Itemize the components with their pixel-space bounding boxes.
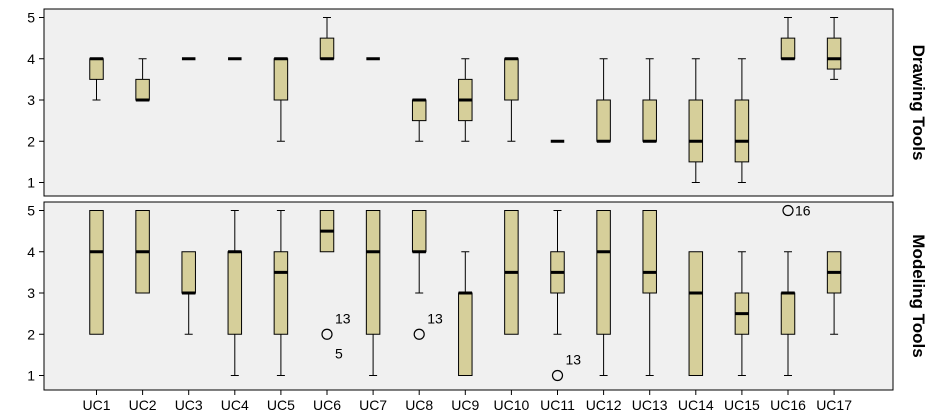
box-UC15 [734,99,750,163]
outlier-label: 16 [795,203,811,219]
x-tick-label: UC10 [494,397,530,413]
y-tick-label: 2 [27,326,35,342]
box-UC9 [458,292,473,376]
x-tick-label: UC12 [586,397,622,413]
box-UC1 [89,58,104,80]
box-UC12 [596,99,611,142]
x-tick-label: UC1 [82,397,110,413]
y-tick-label: 1 [27,175,35,191]
box-UC1 [89,210,104,335]
outlier-marker [782,204,794,217]
x-tick-label: UC11 [540,397,575,413]
y-tick-label: 3 [27,92,35,108]
y-tick-label: 1 [27,368,35,384]
x-tick-label: UC13 [632,397,668,413]
box-UC10 [504,58,519,101]
outlier-label: 13 [427,310,443,326]
box-UC16 [780,292,796,335]
x-tick-label: UC15 [724,397,760,413]
outlier-marker [321,328,333,340]
x-tick-label: UC14 [678,397,714,413]
y-tick-label: 4 [27,244,35,260]
box-UC3 [181,251,196,294]
x-tick-label: UC17 [816,397,852,413]
panel-label: Drawing Tools [909,45,928,161]
outlier-label: 13 [335,310,351,326]
box-UC2 [135,78,150,101]
box-UC13 [642,99,657,142]
x-tick-label: UC5 [267,397,295,413]
x-tick-label: UC9 [451,397,479,413]
x-tick-label: UC2 [129,397,157,413]
outlier-marker [413,328,425,340]
panel-label: Modeling Tools [909,234,928,357]
x-tick-label: UC3 [175,397,203,413]
x-tick-label: UC16 [770,397,806,413]
outlier-label: 13 [566,352,582,368]
y-tick-label: 4 [27,51,35,67]
box-UC7 [365,210,381,335]
box-UC5 [273,251,289,335]
x-tick-label: UC6 [313,397,341,413]
x-tick-label: UC8 [405,397,433,413]
y-tick-label: 3 [27,285,35,301]
y-tick-label: 5 [27,203,35,219]
y-tick-label: 2 [27,133,35,149]
box-UC4 [227,251,243,335]
box-UC5 [273,58,289,101]
box-UC8 [411,99,427,122]
box-UC12 [596,210,611,335]
box-UC8 [411,210,427,253]
box-UC16 [780,37,796,60]
outlier-label: 5 [335,345,343,361]
outlier-marker [551,369,564,382]
box-UC17 [826,37,842,70]
y-tick-label: 5 [27,10,35,26]
box-UC13 [642,210,657,294]
box-UC14 [688,99,704,163]
box-UC6 [319,37,335,60]
x-tick-label: UC4 [221,397,249,413]
box-UC14 [688,251,704,376]
x-tick-label: UC7 [359,397,387,413]
